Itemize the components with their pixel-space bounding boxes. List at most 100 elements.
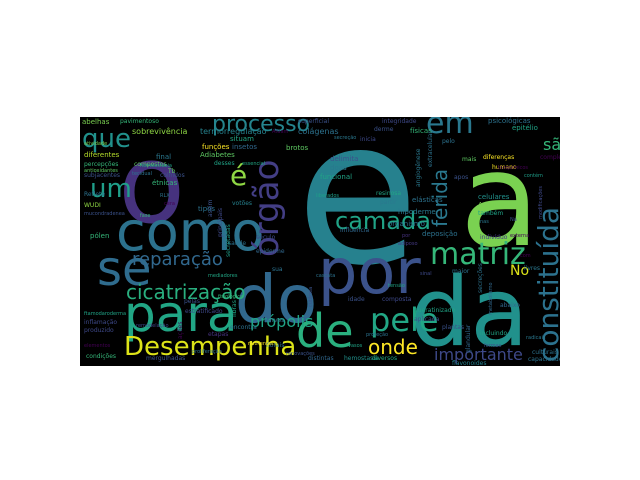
word-elementos: elementos — [84, 343, 111, 349]
word-vasos: vasos — [348, 343, 363, 349]
word-polen: pólen — [90, 232, 109, 240]
word-essencial: essencial — [242, 161, 265, 167]
word-propolis: própolis — [250, 312, 313, 331]
word-idade: idade — [348, 296, 365, 303]
word-na: Na — [510, 217, 517, 223]
word-epiderme: epiderme — [256, 248, 285, 255]
word-aplicada: aplicada — [414, 316, 440, 323]
word-seculo: século — [256, 234, 276, 241]
word-colagenas: colágenas — [298, 127, 339, 136]
word-e-accent: é — [230, 159, 247, 192]
word-derme: derme — [374, 126, 394, 133]
word-reflete: Reflete — [84, 191, 105, 198]
word-adiposo: adiposo — [398, 241, 418, 247]
word-brotos: brotos — [286, 144, 308, 152]
word-antioxidantes: antioxidantes — [84, 168, 118, 174]
word-angiogenese: angiogênese — [415, 148, 422, 187]
word-plantas: plantas — [442, 324, 464, 331]
word-distintas: distintas — [308, 355, 334, 362]
word-partir: partir — [380, 199, 397, 206]
word-liberados: liberados — [316, 193, 339, 199]
word-individuo: indivíduo — [480, 234, 508, 241]
word-etnicas: étnicas — [152, 179, 178, 187]
word-arquivos: Arquivos — [478, 201, 509, 209]
word-livres: livres — [524, 265, 540, 272]
word-condicoes: condições — [86, 353, 116, 360]
word-remodelacao: remodelação — [136, 323, 169, 329]
word-apos: apos — [454, 174, 468, 181]
word-assim: assim — [207, 199, 214, 217]
word-fase: fase — [140, 213, 151, 219]
word-extracelular: extracelular — [427, 131, 434, 167]
word-secretadas: secretadas — [225, 224, 232, 257]
word-externa: externa — [510, 233, 529, 239]
word-final: final — [156, 153, 171, 161]
word-compostos: compostos — [134, 161, 167, 168]
word-tambem: também — [478, 210, 503, 217]
word-humano: humano — [492, 164, 517, 171]
word-proliferacao: proliferação — [192, 349, 222, 355]
word-da: da — [410, 258, 529, 366]
word-funcoes: funções — [202, 143, 230, 151]
word-wudi: WUDI — [84, 202, 101, 209]
word-processo: processo — [212, 117, 310, 137]
word-onde: onde — [368, 335, 418, 359]
word-no: No — [510, 263, 529, 279]
word-matriz: matriz — [430, 237, 526, 272]
word-sua: sua — [272, 266, 283, 273]
word-deposicao: deposição — [422, 230, 458, 238]
word-sao: são — [543, 135, 560, 154]
word-com: com — [520, 253, 531, 259]
word-incluindo: incluindo — [480, 330, 508, 337]
word-situam: situam — [230, 135, 254, 143]
word-complexo: complexo — [540, 154, 560, 161]
word-culturais: culturais — [532, 349, 558, 356]
word-cloud-background — [80, 117, 560, 366]
word-percepcoes: percepções — [84, 161, 118, 168]
word-metabolismo: metabolismo — [488, 282, 494, 315]
word-tecidual: tecidual — [132, 171, 152, 177]
word-camada: camada — [335, 207, 431, 235]
word-do: do — [235, 261, 317, 338]
word-modificacoes: modificações — [538, 186, 544, 219]
word-ferida: ferida — [428, 169, 452, 227]
word-encontra: encontra — [230, 324, 257, 331]
word-cloud: e a o da por do como para se de pele órg… — [80, 117, 560, 366]
word-sobrevivencia: sobrevivência — [132, 126, 187, 136]
word-fisicas: físicas — [410, 127, 432, 135]
word-que: que — [82, 124, 131, 154]
word-por-small: por — [402, 233, 411, 239]
word-como: como — [116, 200, 264, 263]
word-em: em — [426, 117, 474, 141]
word-importante: importante — [434, 345, 523, 364]
word-estratificado: estratificado — [185, 308, 223, 315]
word-rlx: RLX — [160, 193, 170, 199]
word-hipoderme: hipoderme — [398, 208, 436, 216]
word-atuam: Atuam — [272, 129, 289, 135]
word-hemostasia: hemostasia — [344, 355, 379, 362]
word-protecao: proteção — [366, 332, 388, 338]
word-principais: principais — [217, 208, 224, 237]
word-cicatrizacao: cicatrização — [126, 280, 246, 304]
word-flavonoides: flavonoides — [452, 360, 486, 366]
word-etapas: etapas — [208, 331, 228, 338]
word-de: de — [296, 304, 354, 358]
word-organismo: organismo — [388, 220, 425, 228]
word-cera: cera — [164, 201, 175, 207]
word-desses: desses — [214, 160, 235, 167]
word-adiabetes: Adiabetes — [200, 151, 235, 159]
word-mais: mais — [462, 156, 476, 163]
word-influencia: influência — [340, 227, 370, 234]
word-ftamodaroderma: ftamodaroderma — [84, 311, 126, 317]
word-por: por — [318, 235, 421, 308]
word-fisiologica: fisiológica — [218, 293, 243, 300]
word-mediadores: mediadores — [208, 273, 238, 279]
word-abelhas: abelhas — [82, 118, 110, 126]
word-radicais: radicais — [526, 335, 546, 341]
word-tipos: tipos — [198, 205, 215, 213]
word-nas: nas — [480, 219, 489, 225]
word-produzido: produzido — [84, 327, 114, 334]
word-integridade: integridade — [382, 118, 417, 125]
word-cutanea: cutânea — [307, 287, 314, 307]
word-pelas: pelas — [184, 298, 200, 305]
